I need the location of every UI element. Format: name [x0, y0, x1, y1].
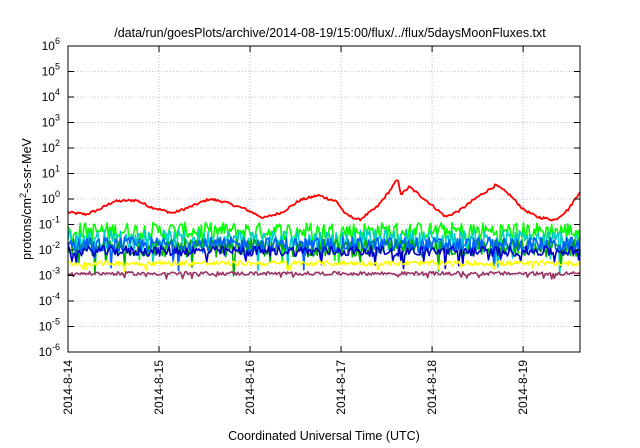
x-tick-labels: 2014-8-14 2014-8-15 2014-8-16 2014-8-17 2014… — [61, 360, 530, 415]
y-tick-label-exp: -4 — [52, 291, 60, 301]
x-axis-label: Coordinated Universal Time (UTC) — [228, 429, 420, 443]
y-tick-label-base: 10 — [39, 243, 53, 257]
y-axis-label-rest: -s-sr-MeV — [20, 137, 34, 193]
y-tick-label-exp: -6 — [52, 342, 60, 352]
chart-title: /data/run/goesPlots/archive/2014-08-19/1… — [114, 26, 546, 40]
y-tick-label: 10-6 — [39, 342, 60, 359]
y-tick-label-base: 10 — [42, 116, 56, 130]
y-tick-label-exp: -2 — [52, 240, 60, 250]
ticks-group — [67, 45, 580, 353]
y-tick-label: 106 — [42, 36, 60, 53]
y-tick-label-exp: 0 — [55, 189, 60, 199]
y-tick-label-base: 10 — [42, 90, 56, 104]
y-tick-label: 10-4 — [39, 291, 60, 308]
y-tick-label: 101 — [42, 164, 60, 181]
y-tick-label: 105 — [42, 62, 60, 79]
series-line — [67, 179, 581, 222]
y-tick-label-base: 10 — [39, 269, 53, 283]
series-line — [67, 259, 581, 273]
y-tick-label-exp: 6 — [55, 36, 60, 46]
y-tick-label-exp: -5 — [52, 317, 60, 327]
y-tick-label: 10-1 — [39, 215, 60, 232]
y-tick-label-exp: 3 — [55, 113, 60, 123]
x-tick-label: 2014-8-15 — [152, 360, 166, 415]
y-tick-label-base: 10 — [42, 192, 56, 206]
series-group — [67, 179, 581, 280]
y-tick-label-base: 10 — [42, 167, 56, 181]
y-tick-label-exp: 4 — [55, 87, 60, 97]
y-tick-label-base: 10 — [39, 218, 53, 232]
series-line — [67, 245, 581, 270]
x-tick-label: 2014-8-19 — [516, 360, 530, 415]
y-tick-label-base: 10 — [42, 39, 56, 53]
x-tick-label: 2014-8-18 — [425, 360, 439, 415]
y-tick-label: 103 — [42, 113, 60, 130]
y-tick-label-exp: -3 — [52, 266, 60, 276]
y-tick-label: 104 — [42, 87, 60, 104]
y-axis-label: protons/cm2-s-sr-MeV — [18, 137, 34, 259]
y-tick-label-exp: -1 — [52, 215, 60, 225]
y-tick-label-exp: 5 — [55, 62, 60, 72]
y-tick-label-base: 10 — [42, 141, 56, 155]
x-tick-label: 2014-8-14 — [61, 360, 75, 415]
series-line — [67, 221, 581, 264]
series-line — [67, 270, 581, 280]
y-tick-label-exp: 1 — [55, 164, 60, 174]
y-axis-label-sup: 2 — [18, 193, 28, 198]
y-tick-label-exp: 2 — [55, 138, 60, 148]
y-tick-label: 10-3 — [39, 266, 60, 283]
y-tick-label-base: 10 — [39, 345, 53, 359]
x-tick-label: 2014-8-16 — [243, 360, 257, 415]
y-tick-label-base: 10 — [39, 320, 53, 334]
y-tick-label-base: 10 — [42, 65, 56, 79]
y-tick-label-base: 10 — [39, 294, 53, 308]
x-tick-label: 2014-8-17 — [334, 360, 348, 415]
y-tick-labels: 10-610-510-410-310-210-11001011021031041… — [39, 36, 60, 359]
y-tick-label: 10-5 — [39, 317, 60, 334]
y-tick-label: 100 — [42, 189, 60, 206]
y-axis-label-base: protons/cm — [20, 198, 34, 260]
y-tick-label: 102 — [42, 138, 60, 155]
y-tick-label: 10-2 — [39, 240, 60, 257]
